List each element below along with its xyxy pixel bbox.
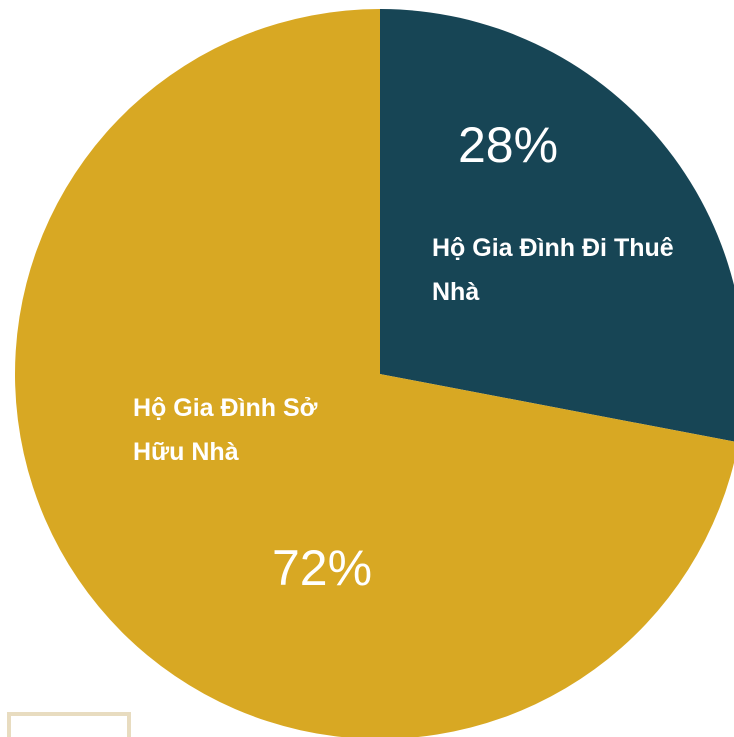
slice-label: Hộ Gia Đình Đi Thuê Nhà bbox=[432, 234, 674, 306]
corner-artifact bbox=[7, 712, 131, 737]
pie-slice bbox=[15, 9, 734, 737]
slice-label: Hộ Gia Đình Sở Hữu Nhà bbox=[133, 394, 318, 466]
value-label: 72% bbox=[271, 540, 373, 596]
pie-slice bbox=[380, 9, 734, 442]
value-label: 28% bbox=[457, 117, 559, 173]
